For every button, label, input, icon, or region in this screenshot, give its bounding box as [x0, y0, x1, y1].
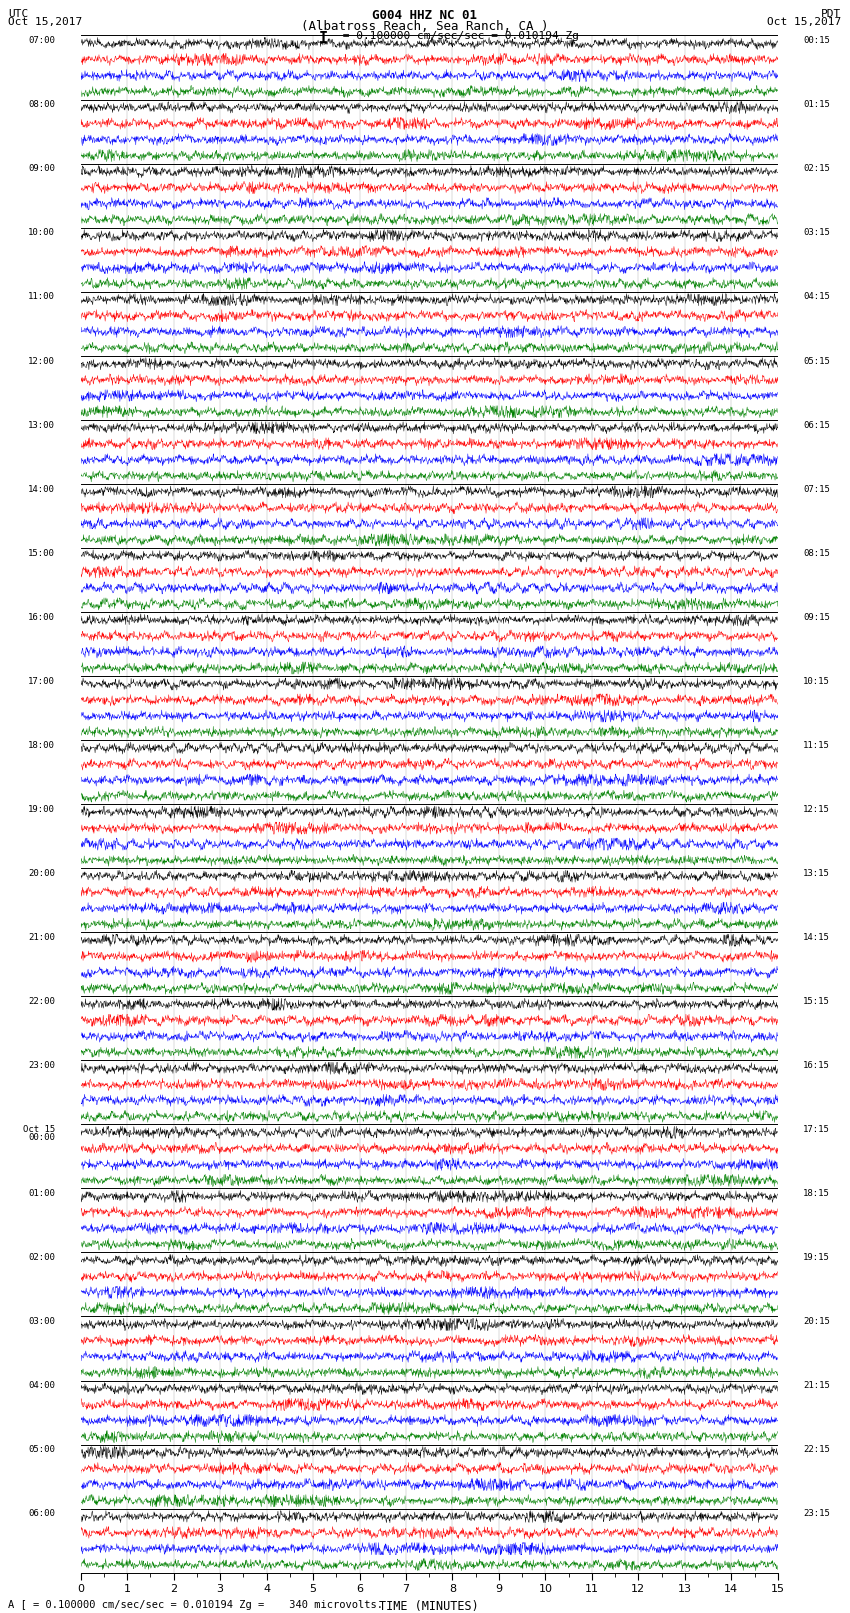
- Text: 00:15: 00:15: [803, 35, 830, 45]
- Text: 02:15: 02:15: [803, 165, 830, 173]
- Text: 15:15: 15:15: [803, 997, 830, 1007]
- Text: 23:15: 23:15: [803, 1510, 830, 1518]
- Text: 03:00: 03:00: [28, 1318, 55, 1326]
- Text: = 0.100000 cm/sec/sec = 0.010194 Zg: = 0.100000 cm/sec/sec = 0.010194 Zg: [336, 31, 579, 42]
- Text: 15:00: 15:00: [28, 548, 55, 558]
- Text: 19:15: 19:15: [803, 1253, 830, 1263]
- Text: 23:00: 23:00: [28, 1061, 55, 1069]
- Text: 21:15: 21:15: [803, 1381, 830, 1390]
- Text: PDT: PDT: [821, 10, 842, 19]
- Text: 08:00: 08:00: [28, 100, 55, 110]
- Text: 09:00: 09:00: [28, 165, 55, 173]
- Text: 14:15: 14:15: [803, 932, 830, 942]
- Text: 10:15: 10:15: [803, 677, 830, 686]
- Text: I: I: [319, 31, 327, 45]
- Text: 16:00: 16:00: [28, 613, 55, 621]
- Text: 11:15: 11:15: [803, 740, 830, 750]
- X-axis label: TIME (MINUTES): TIME (MINUTES): [379, 1600, 479, 1613]
- Text: 07:00: 07:00: [28, 35, 55, 45]
- Text: 18:15: 18:15: [803, 1189, 830, 1198]
- Text: 20:15: 20:15: [803, 1318, 830, 1326]
- Text: A [ = 0.100000 cm/sec/sec = 0.010194 Zg =    340 microvolts.: A [ = 0.100000 cm/sec/sec = 0.010194 Zg …: [8, 1600, 383, 1610]
- Text: 16:15: 16:15: [803, 1061, 830, 1069]
- Text: 17:15: 17:15: [803, 1126, 830, 1134]
- Text: (Albatross Reach, Sea Ranch, CA ): (Albatross Reach, Sea Ranch, CA ): [301, 19, 549, 34]
- Text: 13:00: 13:00: [28, 421, 55, 429]
- Text: 06:15: 06:15: [803, 421, 830, 429]
- Text: Oct 15: Oct 15: [23, 1126, 55, 1134]
- Text: 13:15: 13:15: [803, 869, 830, 877]
- Text: 17:00: 17:00: [28, 677, 55, 686]
- Text: 09:15: 09:15: [803, 613, 830, 621]
- Text: 21:00: 21:00: [28, 932, 55, 942]
- Text: 14:00: 14:00: [28, 484, 55, 494]
- Text: Oct 15,2017: Oct 15,2017: [768, 18, 842, 27]
- Text: 12:00: 12:00: [28, 356, 55, 366]
- Text: 22:00: 22:00: [28, 997, 55, 1007]
- Text: 10:00: 10:00: [28, 229, 55, 237]
- Text: 04:00: 04:00: [28, 1381, 55, 1390]
- Text: 19:00: 19:00: [28, 805, 55, 815]
- Text: Oct 15,2017: Oct 15,2017: [8, 18, 82, 27]
- Text: 18:00: 18:00: [28, 740, 55, 750]
- Text: 04:15: 04:15: [803, 292, 830, 302]
- Text: 02:00: 02:00: [28, 1253, 55, 1263]
- Text: 22:15: 22:15: [803, 1445, 830, 1455]
- Text: UTC: UTC: [8, 10, 29, 19]
- Text: 00:00: 00:00: [28, 1134, 55, 1142]
- Text: 01:15: 01:15: [803, 100, 830, 110]
- Text: 03:15: 03:15: [803, 229, 830, 237]
- Text: 12:15: 12:15: [803, 805, 830, 815]
- Text: 08:15: 08:15: [803, 548, 830, 558]
- Text: 05:00: 05:00: [28, 1445, 55, 1455]
- Text: 07:15: 07:15: [803, 484, 830, 494]
- Text: G004 HHZ NC 01: G004 HHZ NC 01: [372, 10, 478, 23]
- Text: 06:00: 06:00: [28, 1510, 55, 1518]
- Text: 05:15: 05:15: [803, 356, 830, 366]
- Text: 01:00: 01:00: [28, 1189, 55, 1198]
- Text: 20:00: 20:00: [28, 869, 55, 877]
- Text: 11:00: 11:00: [28, 292, 55, 302]
